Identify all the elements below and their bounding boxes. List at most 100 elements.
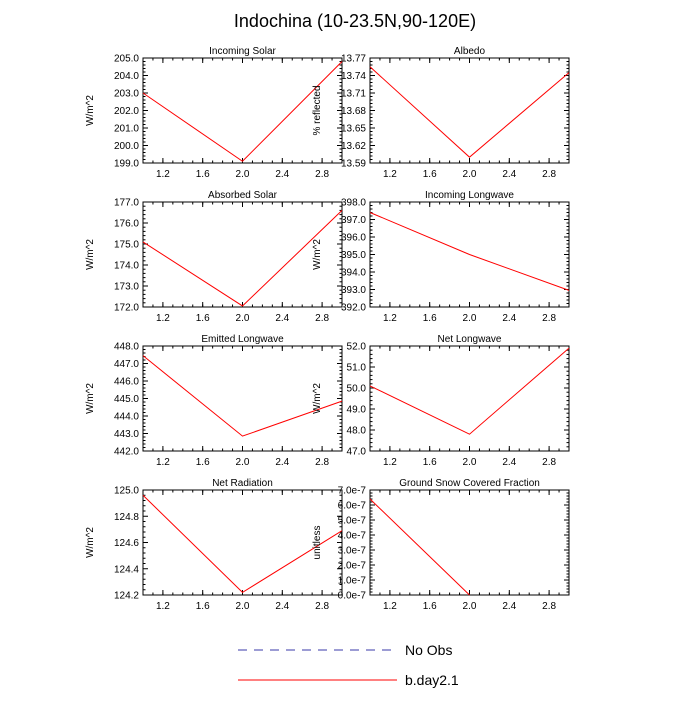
chart-albedo-ytick-label: 13.59 [341,159,366,170]
chart-incoming-solar-ytick-label: 199.0 [114,159,139,170]
chart-incoming-longwave-xtick-label: 1.2 [383,313,397,324]
chart-net-radiation-xtick-label: 1.2 [156,601,170,612]
chart-emitted-longwave-ytick-label: 442.0 [114,447,139,458]
chart-ground-snow-covered-fraction-ytick-label: 5.0e-7 [338,516,367,527]
chart-incoming-solar-ytick-label: 204.0 [114,71,139,82]
chart-absorbed-solar: Absorbed Solar W/m^2 172.0 173.0 174.0 175.0 1… [85,190,343,324]
chart-ground-snow-covered-fraction-series-b-day2-1 [369,498,470,596]
chart-net-longwave: Net Longwave W/m^2 47.0 48.0 49.0 50.0 51.0 52.… [312,334,570,468]
chart-net-longwave-ytick-label: 52.0 [347,342,367,353]
chart-incoming-longwave-ytick-label: 398.0 [341,198,366,209]
chart-incoming-solar-title: Incoming Solar [209,46,276,57]
chart-ground-snow-covered-fraction-xtick-label: 1.2 [383,601,397,612]
chart-albedo-xtick-label: 2.4 [502,169,516,180]
chart-net-longwave-ylabel: W/m^2 [312,383,323,414]
panels: Incoming Solar W/m^2 199.0 200.0 201.0 202.0 2… [85,46,570,612]
chart-net-radiation-xtick-label: 2.8 [315,601,329,612]
chart-emitted-longwave-xtick-label: 1.6 [196,457,210,468]
chart-incoming-longwave-ytick-label: 397.0 [341,215,366,226]
chart-ground-snow-covered-fraction-xtick-label: 2.4 [502,601,516,612]
chart-absorbed-solar-ytick-label: 175.0 [114,240,139,251]
chart-absorbed-solar-ytick-label: 177.0 [114,198,139,209]
chart-absorbed-solar-xtick-label: 2.8 [315,313,329,324]
chart-absorbed-solar-ytick-label: 172.0 [114,303,139,314]
chart-ground-snow-covered-fraction-ytick-label: 2.0e-7 [338,561,367,572]
chart-ground-snow-covered-fraction-xtick-label: 1.6 [423,601,437,612]
chart-net-radiation-title: Net Radiation [212,478,273,489]
chart-albedo-xtick-label: 1.2 [383,169,397,180]
legend-label-no-obs: No Obs [405,642,452,658]
chart-net-radiation-ytick-label: 124.6 [114,538,139,549]
chart-net-radiation-series-b-day2-1 [142,494,343,594]
chart-emitted-longwave-series-b-day2-1 [142,355,343,437]
chart-ground-snow-covered-fraction-ytick-label: 7.0e-7 [338,486,367,497]
chart-net-longwave-xtick-label: 2.8 [542,457,556,468]
chart-emitted-longwave-xtick-label: 2.0 [236,457,250,468]
chart-emitted-longwave-xtick-label: 2.4 [275,457,289,468]
chart-incoming-longwave-title: Incoming Longwave [425,190,514,201]
chart-incoming-longwave-ytick-label: 392.0 [341,303,366,314]
chart-incoming-longwave-xtick-label: 2.0 [463,313,477,324]
chart-emitted-longwave-xtick-label: 1.2 [156,457,170,468]
chart-incoming-solar-ytick-label: 205.0 [114,54,139,65]
chart-incoming-solar-xtick-label: 2.4 [275,169,289,180]
chart-net-longwave-xtick-label: 1.2 [383,457,397,468]
chart-albedo-ytick-label: 13.77 [341,54,366,65]
chart-incoming-solar-xtick-label: 1.6 [196,169,210,180]
chart-incoming-longwave-xtick-label: 2.4 [502,313,516,324]
chart-incoming-longwave-ylabel: W/m^2 [312,239,323,270]
chart-albedo-ytick-label: 13.74 [341,71,366,82]
chart-emitted-longwave-ytick-label: 444.0 [114,412,139,423]
chart-net-radiation-ytick-label: 125.0 [114,486,139,497]
chart-absorbed-solar-ytick-label: 174.0 [114,261,139,272]
chart-net-radiation-xtick-label: 2.4 [275,601,289,612]
chart-emitted-longwave-ylabel: W/m^2 [85,383,96,414]
chart-incoming-solar-series-b-day2-1 [142,61,343,162]
chart-net-radiation-xtick-label: 2.0 [236,601,250,612]
chart-albedo-ytick-label: 13.62 [341,141,366,152]
chart-ground-snow-covered-fraction-ylabel: unitless [312,526,323,560]
chart-absorbed-solar-xtick-label: 2.4 [275,313,289,324]
chart-ground-snow-covered-fraction-ytick-label: 4.0e-7 [338,531,367,542]
chart-albedo-series-b-day2-1 [369,66,570,158]
chart-net-longwave-xtick-label: 1.6 [423,457,437,468]
legend-label-b-day2-1: b.day2.1 [405,672,459,688]
chart-incoming-longwave-xtick-label: 1.6 [423,313,437,324]
chart-absorbed-solar-xtick-label: 2.0 [236,313,250,324]
chart-incoming-solar-xtick-label: 2.8 [315,169,329,180]
chart-emitted-longwave-ytick-label: 448.0 [114,342,139,353]
chart-net-longwave-ytick-label: 50.0 [347,384,367,395]
chart-emitted-longwave-ytick-label: 447.0 [114,359,139,370]
chart-net-longwave-xtick-label: 2.0 [463,457,477,468]
chart-net-longwave-xtick-label: 2.4 [502,457,516,468]
chart-incoming-solar: Incoming Solar W/m^2 199.0 200.0 201.0 202.0 2… [85,46,343,180]
chart-ground-snow-covered-fraction-ytick-label: 1.0e-7 [338,576,367,587]
chart-net-longwave-frame [369,345,570,452]
chart-ground-snow-covered-fraction-frame [369,489,570,596]
chart-albedo-ytick-label: 13.65 [341,124,366,135]
chart-emitted-longwave-title: Emitted Longwave [201,334,284,345]
chart-albedo-title: Albedo [454,46,486,57]
chart-net-longwave-ytick-label: 51.0 [347,363,367,374]
chart-absorbed-solar-ytick-label: 173.0 [114,282,139,293]
chart-incoming-solar-ytick-label: 200.0 [114,141,139,152]
chart-albedo-frame [369,57,570,164]
chart-absorbed-solar-series-b-day2-1 [142,210,343,307]
chart-incoming-longwave-xtick-label: 2.8 [542,313,556,324]
chart-incoming-solar-ytick-label: 201.0 [114,124,139,135]
chart-ground-snow-covered-fraction-ytick-label: 0.0e-7 [338,591,367,602]
chart-incoming-solar-ytick-label: 202.0 [114,106,139,117]
chart-absorbed-solar-ylabel: W/m^2 [85,239,96,270]
chart-incoming-longwave-ytick-label: 394.0 [341,268,366,279]
chart-albedo-xtick-label: 1.6 [423,169,437,180]
chart-albedo-xtick-label: 2.0 [463,169,477,180]
chart-ground-snow-covered-fraction-ytick-label: 6.0e-7 [338,501,367,512]
chart-ground-snow-covered-fraction: Ground Snow Covered Fraction unitless 0.0e… [312,478,570,612]
chart-albedo-ytick-label: 13.71 [341,89,366,100]
chart-net-longwave-ytick-label: 49.0 [347,405,367,416]
chart-incoming-solar-xtick-label: 1.2 [156,169,170,180]
chart-emitted-longwave-ytick-label: 443.0 [114,429,139,440]
chart-albedo: Albedo % reflected 13.59 13.62 13.65 13.68 13.… [312,46,570,180]
chart-incoming-solar-ytick-label: 203.0 [114,89,139,100]
